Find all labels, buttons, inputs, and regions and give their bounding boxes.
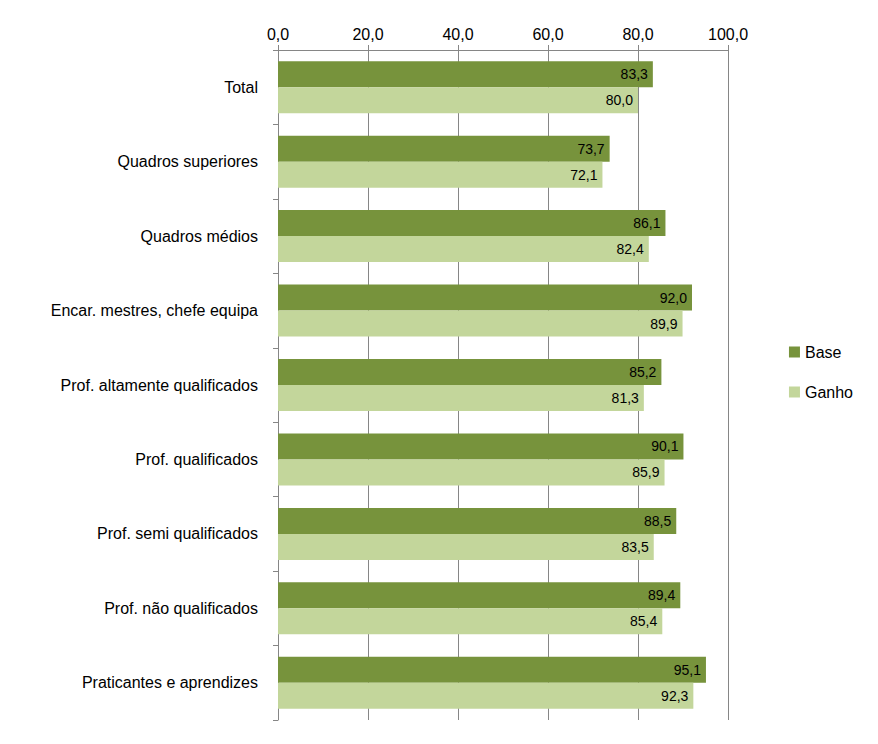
svg-text:Prof. semi qualificados: Prof. semi qualificados [97, 525, 258, 542]
svg-text:Prof. qualificados: Prof. qualificados [135, 451, 258, 468]
svg-text:85,2: 85,2 [629, 364, 656, 380]
svg-text:82,4: 82,4 [617, 241, 644, 257]
svg-text:85,4: 85,4 [630, 613, 657, 629]
svg-text:Total: Total [224, 79, 258, 96]
svg-text:Quadros médios: Quadros médios [141, 228, 258, 245]
svg-text:92,0: 92,0 [660, 290, 687, 306]
svg-text:Prof. não qualificados: Prof. não qualificados [104, 600, 258, 617]
svg-text:0,0: 0,0 [267, 26, 289, 43]
svg-text:40,0: 40,0 [442, 26, 473, 43]
svg-text:Ganho: Ganho [805, 384, 853, 401]
svg-text:81,3: 81,3 [612, 390, 639, 406]
svg-text:Base: Base [805, 344, 842, 361]
svg-text:80,0: 80,0 [622, 26, 653, 43]
svg-text:80,0: 80,0 [606, 92, 633, 108]
svg-text:Praticantes e aprendizes: Praticantes e aprendizes [82, 674, 258, 691]
svg-text:73,7: 73,7 [577, 141, 604, 157]
svg-text:83,3: 83,3 [621, 66, 648, 82]
svg-text:72,1: 72,1 [570, 167, 597, 183]
svg-text:88,5: 88,5 [644, 513, 671, 529]
svg-text:Prof. altamente qualificados: Prof. altamente qualificados [61, 377, 258, 394]
svg-text:Encar. mestres, chefe equipa: Encar. mestres, chefe equipa [51, 302, 258, 319]
svg-text:89,9: 89,9 [650, 316, 677, 332]
svg-text:85,9: 85,9 [632, 464, 659, 480]
svg-text:60,0: 60,0 [532, 26, 563, 43]
svg-text:95,1: 95,1 [674, 662, 701, 678]
svg-text:100,0: 100,0 [708, 26, 748, 43]
svg-text:92,3: 92,3 [661, 688, 688, 704]
svg-text:90,1: 90,1 [651, 438, 678, 454]
svg-text:Quadros superiores: Quadros superiores [117, 153, 258, 170]
svg-text:83,5: 83,5 [622, 539, 649, 555]
svg-text:86,1: 86,1 [633, 215, 660, 231]
svg-text:20,0: 20,0 [352, 26, 383, 43]
svg-text:89,4: 89,4 [648, 587, 675, 603]
